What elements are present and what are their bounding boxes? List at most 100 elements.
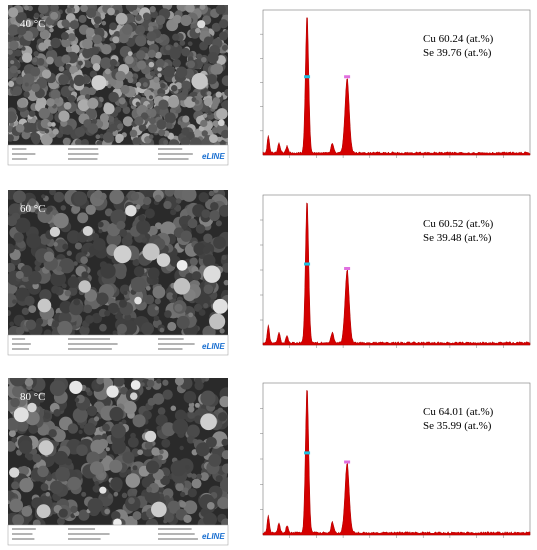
- grain: [18, 203, 29, 215]
- grain: [141, 492, 146, 497]
- grain: [94, 384, 100, 390]
- grain: [223, 279, 228, 286]
- grain: [63, 101, 72, 110]
- bright-grain: [99, 486, 107, 494]
- grain: [164, 495, 170, 501]
- grain: [123, 290, 128, 295]
- bright-grain: [91, 75, 107, 91]
- composition-se: Se 39.48 (at.%): [423, 232, 492, 244]
- composition-cu: Cu 60.24 (at.%): [423, 33, 494, 45]
- grain: [166, 292, 174, 300]
- grain: [51, 285, 60, 294]
- grain: [22, 73, 35, 86]
- grain: [174, 303, 183, 312]
- grain: [21, 52, 33, 63]
- grain: [134, 116, 144, 126]
- grain: [53, 191, 65, 203]
- grain: [24, 82, 29, 87]
- grain: [148, 61, 155, 68]
- grain: [101, 20, 107, 26]
- grain: [8, 262, 16, 273]
- grain: [120, 84, 130, 95]
- grain: [15, 76, 24, 85]
- grain: [11, 385, 25, 398]
- grain: [116, 220, 126, 230]
- grain: [87, 97, 99, 109]
- grain: [101, 43, 112, 55]
- grain: [140, 112, 149, 120]
- grain: [12, 86, 23, 96]
- grain: [51, 320, 59, 328]
- grain: [209, 210, 220, 222]
- grain: [8, 417, 19, 431]
- grain: [195, 5, 201, 8]
- grain: [8, 80, 15, 87]
- grain: [28, 424, 39, 434]
- grain: [202, 246, 211, 254]
- bright-grain: [69, 380, 83, 394]
- grain: [151, 447, 160, 456]
- grain: [73, 261, 78, 266]
- grain: [142, 410, 152, 420]
- grain: [209, 298, 215, 304]
- grain: [91, 312, 103, 324]
- grain: [111, 511, 121, 521]
- grain: [73, 74, 85, 87]
- grain: [47, 45, 53, 51]
- grain: [221, 438, 228, 446]
- bright-grain: [209, 313, 226, 330]
- grain: [207, 501, 215, 510]
- bright-grain: [113, 518, 122, 525]
- grain: [24, 295, 35, 306]
- grain: [215, 220, 222, 227]
- grain: [21, 307, 30, 316]
- grain: [67, 423, 79, 434]
- grain: [90, 439, 105, 455]
- grain: [89, 70, 98, 78]
- grain: [59, 257, 75, 274]
- grain: [115, 268, 127, 280]
- grain: [161, 438, 171, 448]
- grain: [115, 136, 122, 144]
- sem-image: [8, 5, 228, 145]
- grain: [85, 387, 91, 393]
- grain: [46, 56, 54, 65]
- grain: [219, 328, 225, 334]
- grain: [103, 103, 115, 115]
- grain: [221, 463, 228, 474]
- grain: [203, 233, 213, 243]
- grain: [96, 378, 104, 385]
- grain: [49, 480, 64, 495]
- grain: [8, 49, 13, 55]
- grain: [114, 117, 119, 122]
- grain: [213, 236, 226, 250]
- grain: [147, 123, 158, 134]
- info-bar: [7, 334, 229, 356]
- grain: [193, 242, 206, 255]
- grain: [169, 48, 181, 60]
- grain: [174, 409, 187, 422]
- grain: [163, 65, 175, 78]
- grain: [155, 414, 168, 427]
- panel: 40 °C eLINE Cu 60.24 (at.%) Se 39.76 (at.%): [7, 5, 531, 166]
- grain: [86, 8, 97, 19]
- grain: [157, 73, 162, 78]
- grain: [113, 449, 119, 455]
- grain: [217, 412, 228, 422]
- grain: [107, 7, 115, 16]
- grain: [168, 139, 180, 145]
- grain: [93, 23, 100, 29]
- cu-marker: [304, 262, 311, 266]
- grain: [93, 16, 102, 25]
- grain: [212, 120, 220, 127]
- bright-grain: [134, 296, 142, 305]
- grain: [185, 272, 195, 282]
- grain: [170, 460, 187, 477]
- grain: [94, 190, 103, 199]
- grain: [124, 313, 132, 321]
- spectrum: [262, 390, 531, 536]
- grain: [162, 379, 169, 386]
- grain: [11, 481, 20, 490]
- grain: [107, 302, 119, 314]
- grain: [86, 405, 98, 417]
